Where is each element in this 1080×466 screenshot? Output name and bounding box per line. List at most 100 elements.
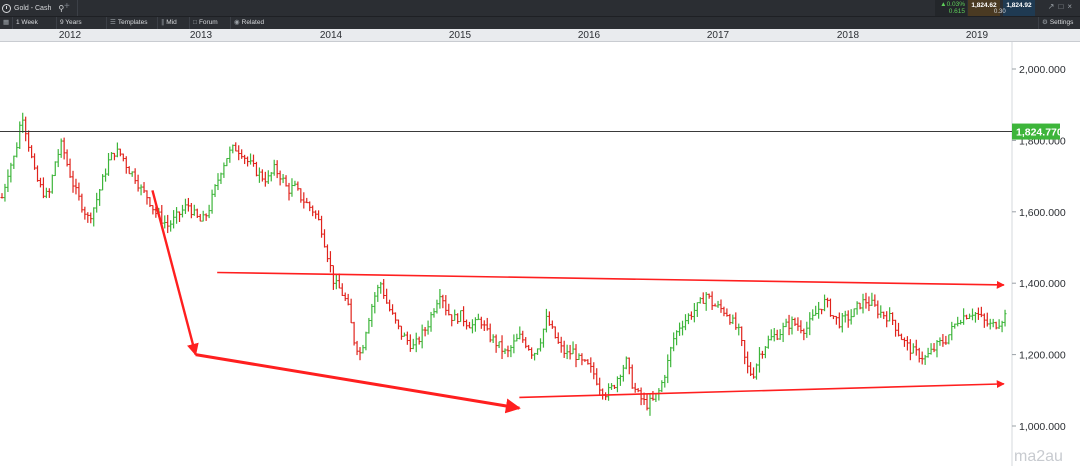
layout-icon[interactable]: ▦	[3, 19, 10, 26]
price-bar	[808, 312, 812, 336]
instrument-selector[interactable]: Gold - Cash ⚲	[0, 0, 78, 16]
trendline-arrow[interactable]	[195, 353, 521, 414]
add-tab-icon[interactable]: +	[64, 1, 70, 12]
price-bar	[240, 149, 244, 159]
close-icon[interactable]: ×	[1067, 2, 1076, 11]
settings-button[interactable]: ⚙ Settings	[1038, 17, 1076, 29]
price-bar	[988, 318, 992, 330]
price-bar	[905, 336, 909, 351]
buy-price[interactable]: 1,824.92	[1003, 0, 1035, 16]
price-bar	[722, 306, 726, 317]
price-bar	[870, 292, 874, 306]
price-bar	[763, 346, 767, 359]
templates-button[interactable]: ☰ Templates	[106, 17, 150, 29]
price-bar	[601, 388, 605, 400]
price-bar	[231, 144, 235, 154]
price-chart[interactable]: 2,000.0001,800.0001,600.0001,400.0001,20…	[0, 42, 1080, 466]
forum-button[interactable]: □ Forum	[189, 17, 221, 29]
price-bar	[894, 319, 898, 337]
price-bar	[352, 321, 356, 346]
range-selector[interactable]: 9 Years	[56, 17, 85, 29]
price-bar	[47, 188, 51, 198]
price-bars	[0, 112, 1007, 416]
price-bar	[151, 205, 155, 215]
y-tick-label: 1,000.000	[1019, 421, 1066, 433]
price-bar	[192, 204, 196, 216]
price-bar	[462, 306, 466, 327]
price-bar	[414, 332, 418, 353]
price-bar	[672, 332, 676, 352]
price-bar	[533, 352, 537, 361]
price-bar	[731, 314, 735, 325]
x-tick-label: 2019	[965, 30, 989, 41]
watermark-text: ma2au	[1014, 448, 1063, 465]
search-icon[interactable]: ⚲	[58, 3, 65, 13]
eye-icon: ◉	[234, 19, 240, 26]
price-bar	[719, 299, 723, 313]
price-bar	[15, 142, 19, 158]
price-bar	[225, 157, 229, 167]
price-bar	[136, 174, 140, 192]
price-bar	[426, 320, 430, 335]
price-bar	[405, 331, 409, 345]
price-bar	[864, 292, 868, 309]
price-bar	[394, 312, 398, 324]
price-bar	[562, 340, 566, 358]
sell-price[interactable]: 1,824.62	[968, 0, 1000, 16]
trendline-arrow[interactable]	[519, 380, 1005, 399]
price-bar	[36, 165, 40, 182]
price-bar	[178, 211, 182, 222]
trendline-arrow[interactable]	[217, 271, 1005, 289]
price-bar	[799, 320, 803, 334]
expand-icon[interactable]: ↗	[1047, 2, 1059, 11]
price-bar	[349, 298, 353, 324]
price-bar	[243, 154, 247, 165]
price-bar	[1000, 320, 1004, 333]
price-bar	[21, 112, 25, 133]
price-bar	[973, 311, 977, 323]
x-tick-label: 2016	[577, 30, 601, 41]
price-bar	[41, 177, 45, 199]
price-bar	[846, 310, 850, 328]
related-button[interactable]: ◉ Related	[230, 17, 267, 29]
price-bar	[577, 353, 581, 360]
price-bar	[604, 392, 608, 401]
price-bar	[509, 345, 513, 358]
price-bar	[692, 303, 696, 323]
price-bar	[290, 178, 294, 197]
price-bar	[755, 363, 758, 380]
price-bar	[503, 348, 507, 355]
price-bar	[269, 172, 273, 182]
price-bar	[302, 192, 306, 209]
trendline-arrow[interactable]	[151, 190, 199, 356]
price-bar	[334, 273, 338, 290]
price-bar	[411, 338, 415, 350]
price-bar	[305, 197, 309, 204]
price-change: ▲0.03% 0.615	[935, 0, 967, 16]
price-bar	[281, 174, 285, 184]
price-bar	[790, 316, 794, 335]
price-bar	[621, 364, 625, 382]
price-bar	[586, 359, 590, 365]
price-bar	[926, 347, 930, 358]
timeframe-selector[interactable]: 1 Week	[12, 17, 41, 29]
price-bar	[325, 244, 329, 263]
price-bar	[985, 312, 989, 327]
window-controls[interactable]: ↗□×	[1048, 2, 1076, 11]
mid-button[interactable]: ∥ Mid	[157, 17, 180, 29]
instrument-name: Gold - Cash	[14, 4, 52, 12]
change-up-icon: ▲	[940, 1, 947, 8]
price-bar	[757, 347, 761, 373]
price-bar	[148, 197, 152, 208]
price-bar	[308, 201, 312, 212]
price-bar	[287, 182, 291, 201]
gear-icon: ⚙	[1042, 19, 1048, 26]
price-bar	[172, 210, 176, 229]
price-bar	[574, 344, 578, 368]
price-bar	[831, 315, 835, 320]
popout-icon[interactable]: □	[1058, 2, 1068, 11]
price-bar	[651, 391, 655, 401]
price-bar	[198, 213, 202, 222]
price-bar	[595, 368, 599, 386]
price-bar	[423, 326, 427, 337]
